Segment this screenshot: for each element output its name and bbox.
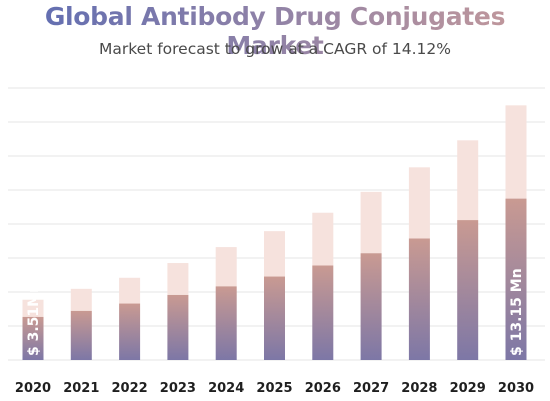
bar-forecast-segment-2021 [70, 288, 92, 311]
bar-forecast-segment-2023 [167, 263, 189, 295]
data-label-last: $ 13.15 Mn [509, 268, 525, 356]
x-tick-label: 2026 [305, 381, 341, 396]
bar-value-segment-2025 [264, 276, 285, 360]
bar-forecast-segment-2028 [408, 167, 430, 239]
data-labels: $ 3.51Mn $ 13.15 Mn [26, 268, 525, 356]
bar-forecast-segment-2027 [360, 191, 382, 254]
bar-forecast-segment-2025 [264, 231, 285, 277]
chart-subtitle: Market forecast to grow at a CAGR of 14.… [98, 40, 452, 58]
bars [22, 105, 527, 360]
x-tick-label: 2029 [450, 381, 486, 396]
bar-value-segment-2020 [22, 316, 44, 360]
bar-value-segment-2026 [312, 265, 334, 360]
bar-forecast-segment-2024 [215, 247, 237, 287]
x-tick-label: 2022 [112, 381, 148, 396]
x-tick-label: 2020 [15, 381, 51, 396]
x-tick-label: 2023 [160, 381, 196, 396]
bar-value-segment-2022 [119, 303, 141, 360]
x-tick-label: 2028 [401, 381, 437, 396]
data-label-first: $ 3.51Mn [26, 283, 42, 356]
bar-value-segment-2027 [360, 253, 382, 360]
chart-title-text: Global Antibody Drug Conjugates Market [0, 2, 550, 60]
bar-value-segment-2024 [215, 286, 237, 360]
x-tick-label: 2030 [498, 381, 534, 396]
x-tick-label: 2027 [353, 381, 389, 396]
bar-forecast-segment-2029 [457, 140, 479, 221]
x-tick-label: 2021 [63, 381, 99, 396]
bar-value-segment-2021 [70, 310, 92, 360]
bar-value-segment-2028 [408, 238, 430, 360]
chart-title: Global Antibody Drug Conjugates Market [0, 2, 550, 60]
bar-value-segment-2030 [505, 198, 527, 360]
bar-value-segment-2023 [167, 294, 189, 360]
bar-forecast-segment-2030 [505, 105, 527, 199]
x-tick-label: 2025 [256, 381, 292, 396]
bar-forecast-segment-2020 [22, 299, 44, 317]
bar-value-segment-2029 [457, 220, 479, 360]
x-tick-labels: 2020 2021 2022 2023 2024 2025 2026 2027 2028 2029… [15, 381, 534, 396]
bar-forecast-segment-2022 [119, 277, 141, 304]
x-tick-label: 2024 [208, 381, 244, 396]
bar-forecast-segment-2026 [312, 212, 334, 266]
